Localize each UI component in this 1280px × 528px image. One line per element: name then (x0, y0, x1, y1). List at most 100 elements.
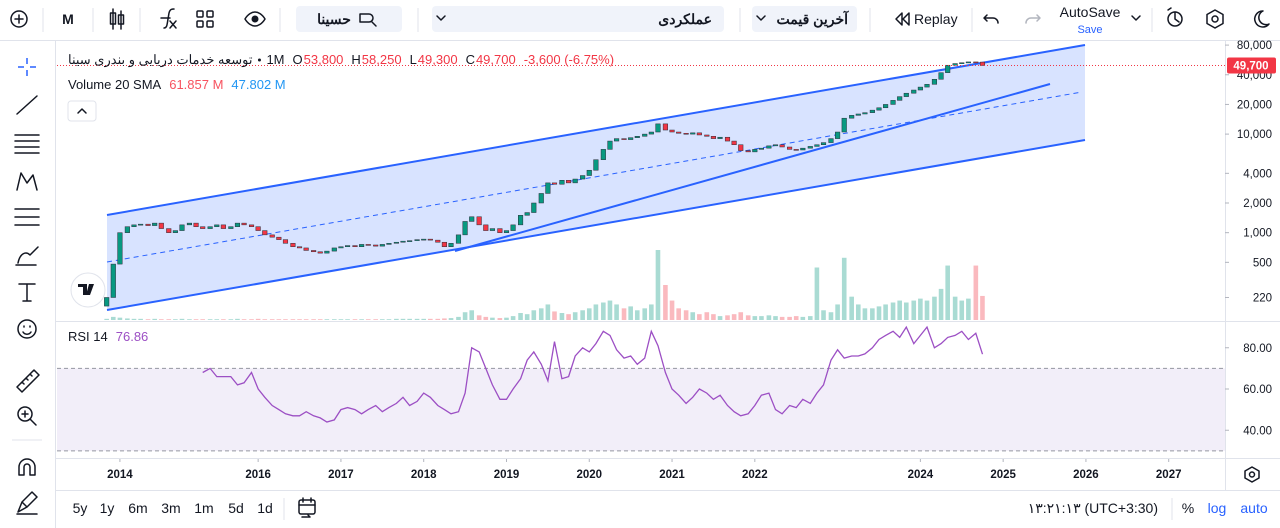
volume-bar (649, 304, 654, 320)
range-button[interactable]: 1y (100, 500, 115, 516)
candle-body (897, 96, 903, 101)
candle-body (166, 228, 172, 233)
pattern-tool[interactable] (16, 172, 38, 191)
symbol-search[interactable]: حسینا (296, 6, 402, 32)
volume-bar (552, 311, 557, 320)
candle-body (642, 133, 648, 137)
interval-button[interactable]: M (62, 11, 74, 27)
measure-tool[interactable] (16, 369, 40, 393)
icon (1206, 9, 1224, 29)
candle-body (738, 144, 744, 151)
candle-body (441, 241, 447, 247)
autosave-button[interactable]: AutoSave Save (1060, 4, 1121, 36)
volume-bar (159, 319, 164, 320)
theme-button[interactable] (1254, 10, 1270, 28)
price-source-dropdown[interactable]: آخرین قیمت (752, 6, 857, 32)
volume-bar (483, 316, 489, 320)
candle-body (710, 136, 716, 139)
forecast-tool[interactable] (14, 208, 40, 226)
range-button[interactable]: 6m (128, 500, 147, 516)
lock-tool[interactable] (16, 491, 38, 515)
layout-dropdown[interactable]: عملکردی (432, 6, 724, 32)
redo-button[interactable] (1025, 14, 1041, 24)
candle-body (234, 222, 241, 227)
icon (1244, 466, 1260, 483)
volume-bar (214, 319, 220, 320)
chart-type-button[interactable] (109, 8, 125, 30)
auto-toggle[interactable]: auto (1240, 500, 1267, 516)
candle-body (311, 250, 317, 253)
range-button[interactable]: 5d (228, 500, 244, 516)
candle-body (876, 107, 882, 111)
emoji-tool[interactable] (17, 319, 37, 339)
candle-body (772, 144, 779, 147)
autosave-menu[interactable] (1131, 15, 1141, 21)
collapse-button[interactable] (67, 100, 97, 122)
volume-bar (166, 319, 172, 320)
y-tick-label: 1,000 (1243, 228, 1272, 240)
legend-text: O (293, 52, 303, 67)
candle-body (531, 202, 537, 213)
volume-bar (442, 318, 447, 320)
rsi-line (202, 325, 984, 423)
volume-bar (849, 296, 854, 320)
indicators-button[interactable] (160, 8, 177, 29)
percent-toggle[interactable]: % (1182, 500, 1194, 516)
add-button[interactable] (10, 10, 28, 28)
icon (436, 15, 446, 21)
crosshair-tool[interactable] (18, 58, 36, 76)
volume-bar (200, 319, 205, 320)
volume-bar (504, 317, 509, 320)
zoom-tool[interactable] (17, 406, 37, 426)
layouts-button[interactable] (196, 10, 214, 28)
candle-body (248, 224, 255, 227)
candle-body (911, 89, 917, 94)
range-button[interactable]: 5y (73, 500, 88, 516)
candle-body (952, 63, 958, 66)
volume-bar (241, 319, 247, 320)
range-button[interactable]: 1m (194, 500, 213, 516)
magnet-tool[interactable] (18, 458, 36, 476)
trendline-tool[interactable] (16, 95, 38, 115)
candle-body (917, 86, 923, 91)
volume-bar (173, 319, 178, 320)
volume-bar (607, 300, 613, 320)
log-toggle[interactable]: log (1208, 500, 1227, 516)
range-button[interactable]: 3m (161, 500, 180, 516)
button-bg (67, 100, 97, 122)
y-tick-label: 20,000 (1237, 99, 1272, 111)
range-button[interactable]: 1d (257, 500, 273, 516)
candle-body (559, 180, 565, 185)
volume-bar (469, 310, 475, 320)
volume-bar (193, 319, 199, 320)
candle-body (593, 159, 599, 171)
volume-bar (117, 317, 123, 320)
tv-logo[interactable] (70, 272, 106, 308)
volume-bar (538, 308, 544, 320)
candle-body (841, 117, 847, 133)
volume-bar (800, 316, 806, 320)
axis-settings[interactable] (1244, 466, 1260, 483)
fib-tool[interactable] (14, 134, 40, 154)
alert-button[interactable] (1167, 7, 1183, 27)
settings-button[interactable] (1206, 9, 1224, 29)
candle-body (338, 246, 344, 249)
candle-body (752, 149, 758, 153)
undo-button[interactable] (983, 14, 999, 24)
candle-body (580, 175, 586, 180)
candle-body (938, 72, 944, 80)
hide-button[interactable] (244, 11, 266, 27)
candle-body (200, 226, 206, 229)
volume-bar (586, 308, 592, 320)
replay-button[interactable]: Replay (895, 11, 958, 27)
y-tick-label: 2,000 (1243, 198, 1272, 210)
legend-text: 53,800 (304, 52, 344, 67)
goto-date-button[interactable] (298, 497, 316, 518)
text-tool[interactable] (18, 283, 36, 302)
candle-body (676, 131, 682, 134)
brush-tool[interactable] (15, 246, 39, 266)
volume-bar (683, 310, 689, 320)
candle-body (345, 245, 351, 247)
volume-bar (207, 319, 213, 320)
